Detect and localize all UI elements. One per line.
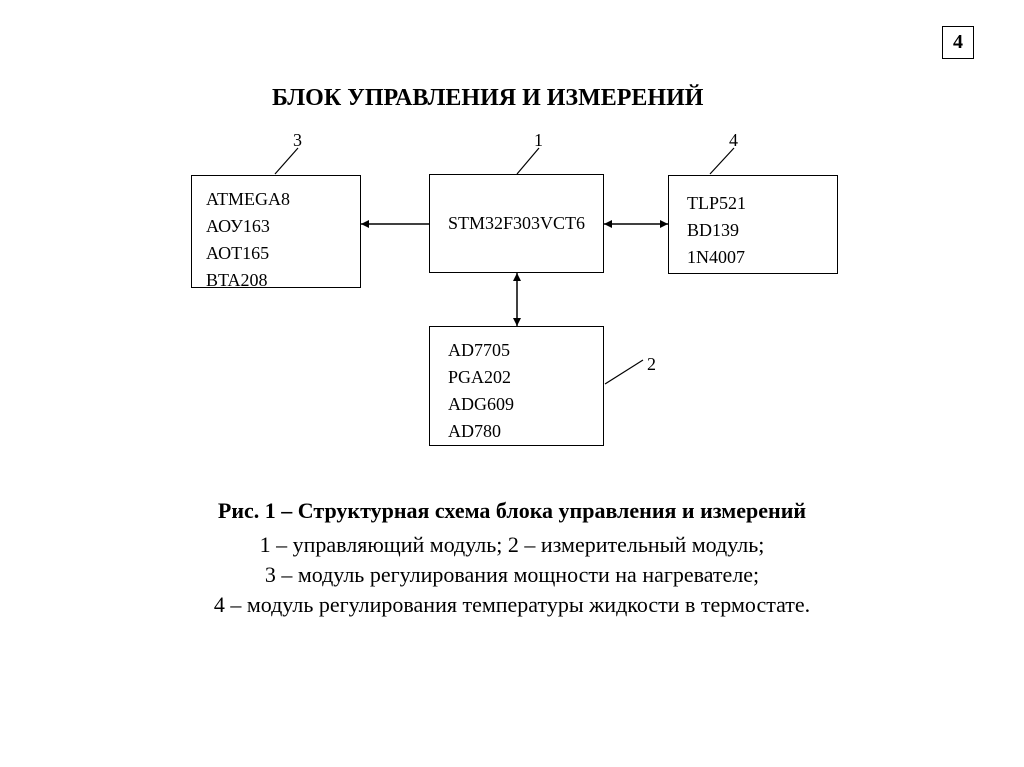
block-text: 1N4007 — [687, 244, 837, 271]
diagram-title: БЛОК УПРАВЛЕНИЯ И ИЗМЕРЕНИЙ — [272, 85, 703, 112]
block-text: TLP521 — [687, 190, 837, 217]
callout-number-4: 4 — [729, 130, 738, 151]
block-text: STM32F303VCT6 — [448, 210, 585, 237]
figure-caption: Рис. 1 – Структурная схема блока управле… — [0, 498, 1024, 620]
callout-number-3: 3 — [293, 130, 302, 151]
block-text: BTA208 — [206, 267, 360, 294]
block-text: AD780 — [448, 418, 603, 445]
page-number: 4 — [942, 26, 974, 59]
caption-line: 1 – управляющий модуль; 2 – измерительны… — [0, 530, 1024, 560]
caption-title: Рис. 1 – Структурная схема блока управле… — [0, 498, 1024, 524]
caption-line: 4 – модуль регулирования температуры жид… — [0, 590, 1024, 620]
block-text: АОТ165 — [206, 240, 360, 267]
block-text: ATMEGA8 — [206, 186, 360, 213]
block-text: АОУ163 — [206, 213, 360, 240]
block-text: BD139 — [687, 217, 837, 244]
block-text: PGA202 — [448, 364, 603, 391]
block-text: AD7705 — [448, 337, 603, 364]
caption-line: 3 – модуль регулирования мощности на наг… — [0, 560, 1024, 590]
block-block2: AD7705PGA202ADG609AD780 — [429, 326, 604, 446]
block-text: ADG609 — [448, 391, 603, 418]
block-block3: ATMEGA8АОУ163АОТ165BTA208 — [191, 175, 361, 288]
callout-number-2: 2 — [647, 354, 656, 375]
callout-number-1: 1 — [534, 130, 543, 151]
block-block1: STM32F303VCT6 — [429, 174, 604, 273]
block-block4: TLP521BD1391N4007 — [668, 175, 838, 274]
